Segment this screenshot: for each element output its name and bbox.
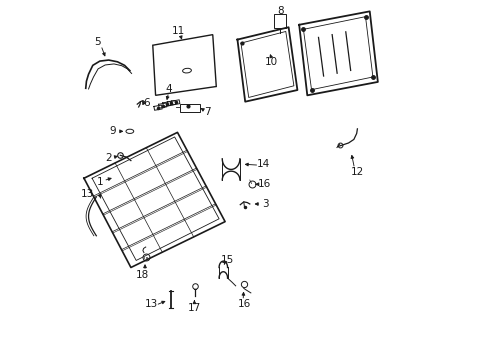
Text: 9: 9 [109, 126, 115, 136]
Text: 14: 14 [257, 159, 270, 169]
Text: 2: 2 [105, 153, 112, 163]
Text: 13: 13 [81, 189, 94, 199]
Text: 1: 1 [96, 177, 103, 187]
Bar [274, 14, 285, 28]
Text: 3: 3 [262, 199, 268, 209]
Text: 6: 6 [143, 98, 149, 108]
Text: 18: 18 [135, 270, 148, 280]
Text: 16: 16 [257, 179, 270, 189]
Text: 5: 5 [94, 37, 101, 48]
Text: 11: 11 [172, 26, 185, 36]
Text: 8: 8 [276, 6, 283, 15]
Text: 15: 15 [221, 255, 234, 265]
Text: 17: 17 [187, 303, 201, 313]
Text: 10: 10 [264, 57, 277, 67]
Text: 12: 12 [350, 167, 363, 177]
Text: 13: 13 [144, 299, 157, 309]
Text: 4: 4 [165, 84, 172, 94]
Text: 7: 7 [203, 107, 210, 117]
Text: 16: 16 [237, 299, 251, 309]
